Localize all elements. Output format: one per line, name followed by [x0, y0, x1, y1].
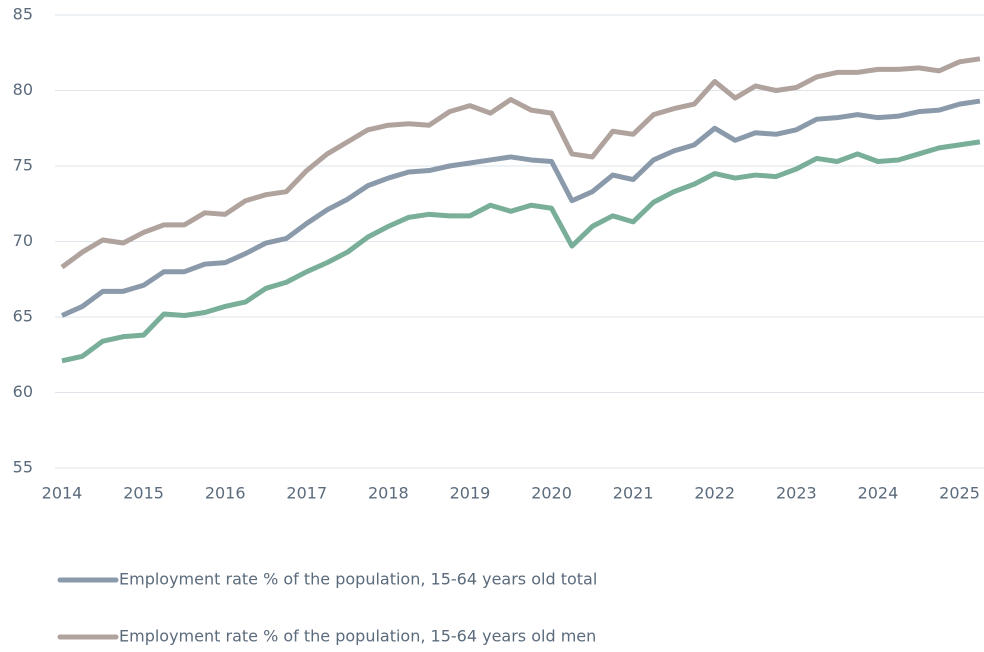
x-tick-label: 2014 — [42, 484, 83, 503]
y-tick-label: 55 — [13, 458, 33, 477]
y-tick-label: 70 — [13, 231, 33, 250]
x-tick-label: 2021 — [613, 484, 654, 503]
x-tick-label: 2017 — [286, 484, 327, 503]
y-tick-label: 85 — [13, 5, 33, 24]
x-tick-label: 2015 — [123, 484, 164, 503]
y-tick-label: 65 — [13, 307, 33, 326]
legend-label: Employment rate % of the population, 15-… — [119, 627, 596, 646]
y-tick-label: 75 — [13, 156, 33, 175]
y-tick-label: 60 — [13, 382, 33, 401]
series-line — [60, 56, 981, 270]
series-line — [60, 98, 981, 318]
x-tick-label: 2022 — [694, 484, 735, 503]
x-tick-label: 2025 — [939, 484, 980, 503]
x-tick-label: 2018 — [368, 484, 409, 503]
y-tick-label: 80 — [13, 80, 33, 99]
x-tick-label: 2020 — [531, 484, 572, 503]
legend-label: Employment rate % of the population, 15-… — [119, 570, 597, 589]
x-tick-label: 2019 — [450, 484, 491, 503]
x-tick-label: 2024 — [858, 484, 899, 503]
x-tick-label: 2023 — [776, 484, 817, 503]
x-tick-label: 2016 — [205, 484, 246, 503]
series-line — [61, 139, 981, 364]
